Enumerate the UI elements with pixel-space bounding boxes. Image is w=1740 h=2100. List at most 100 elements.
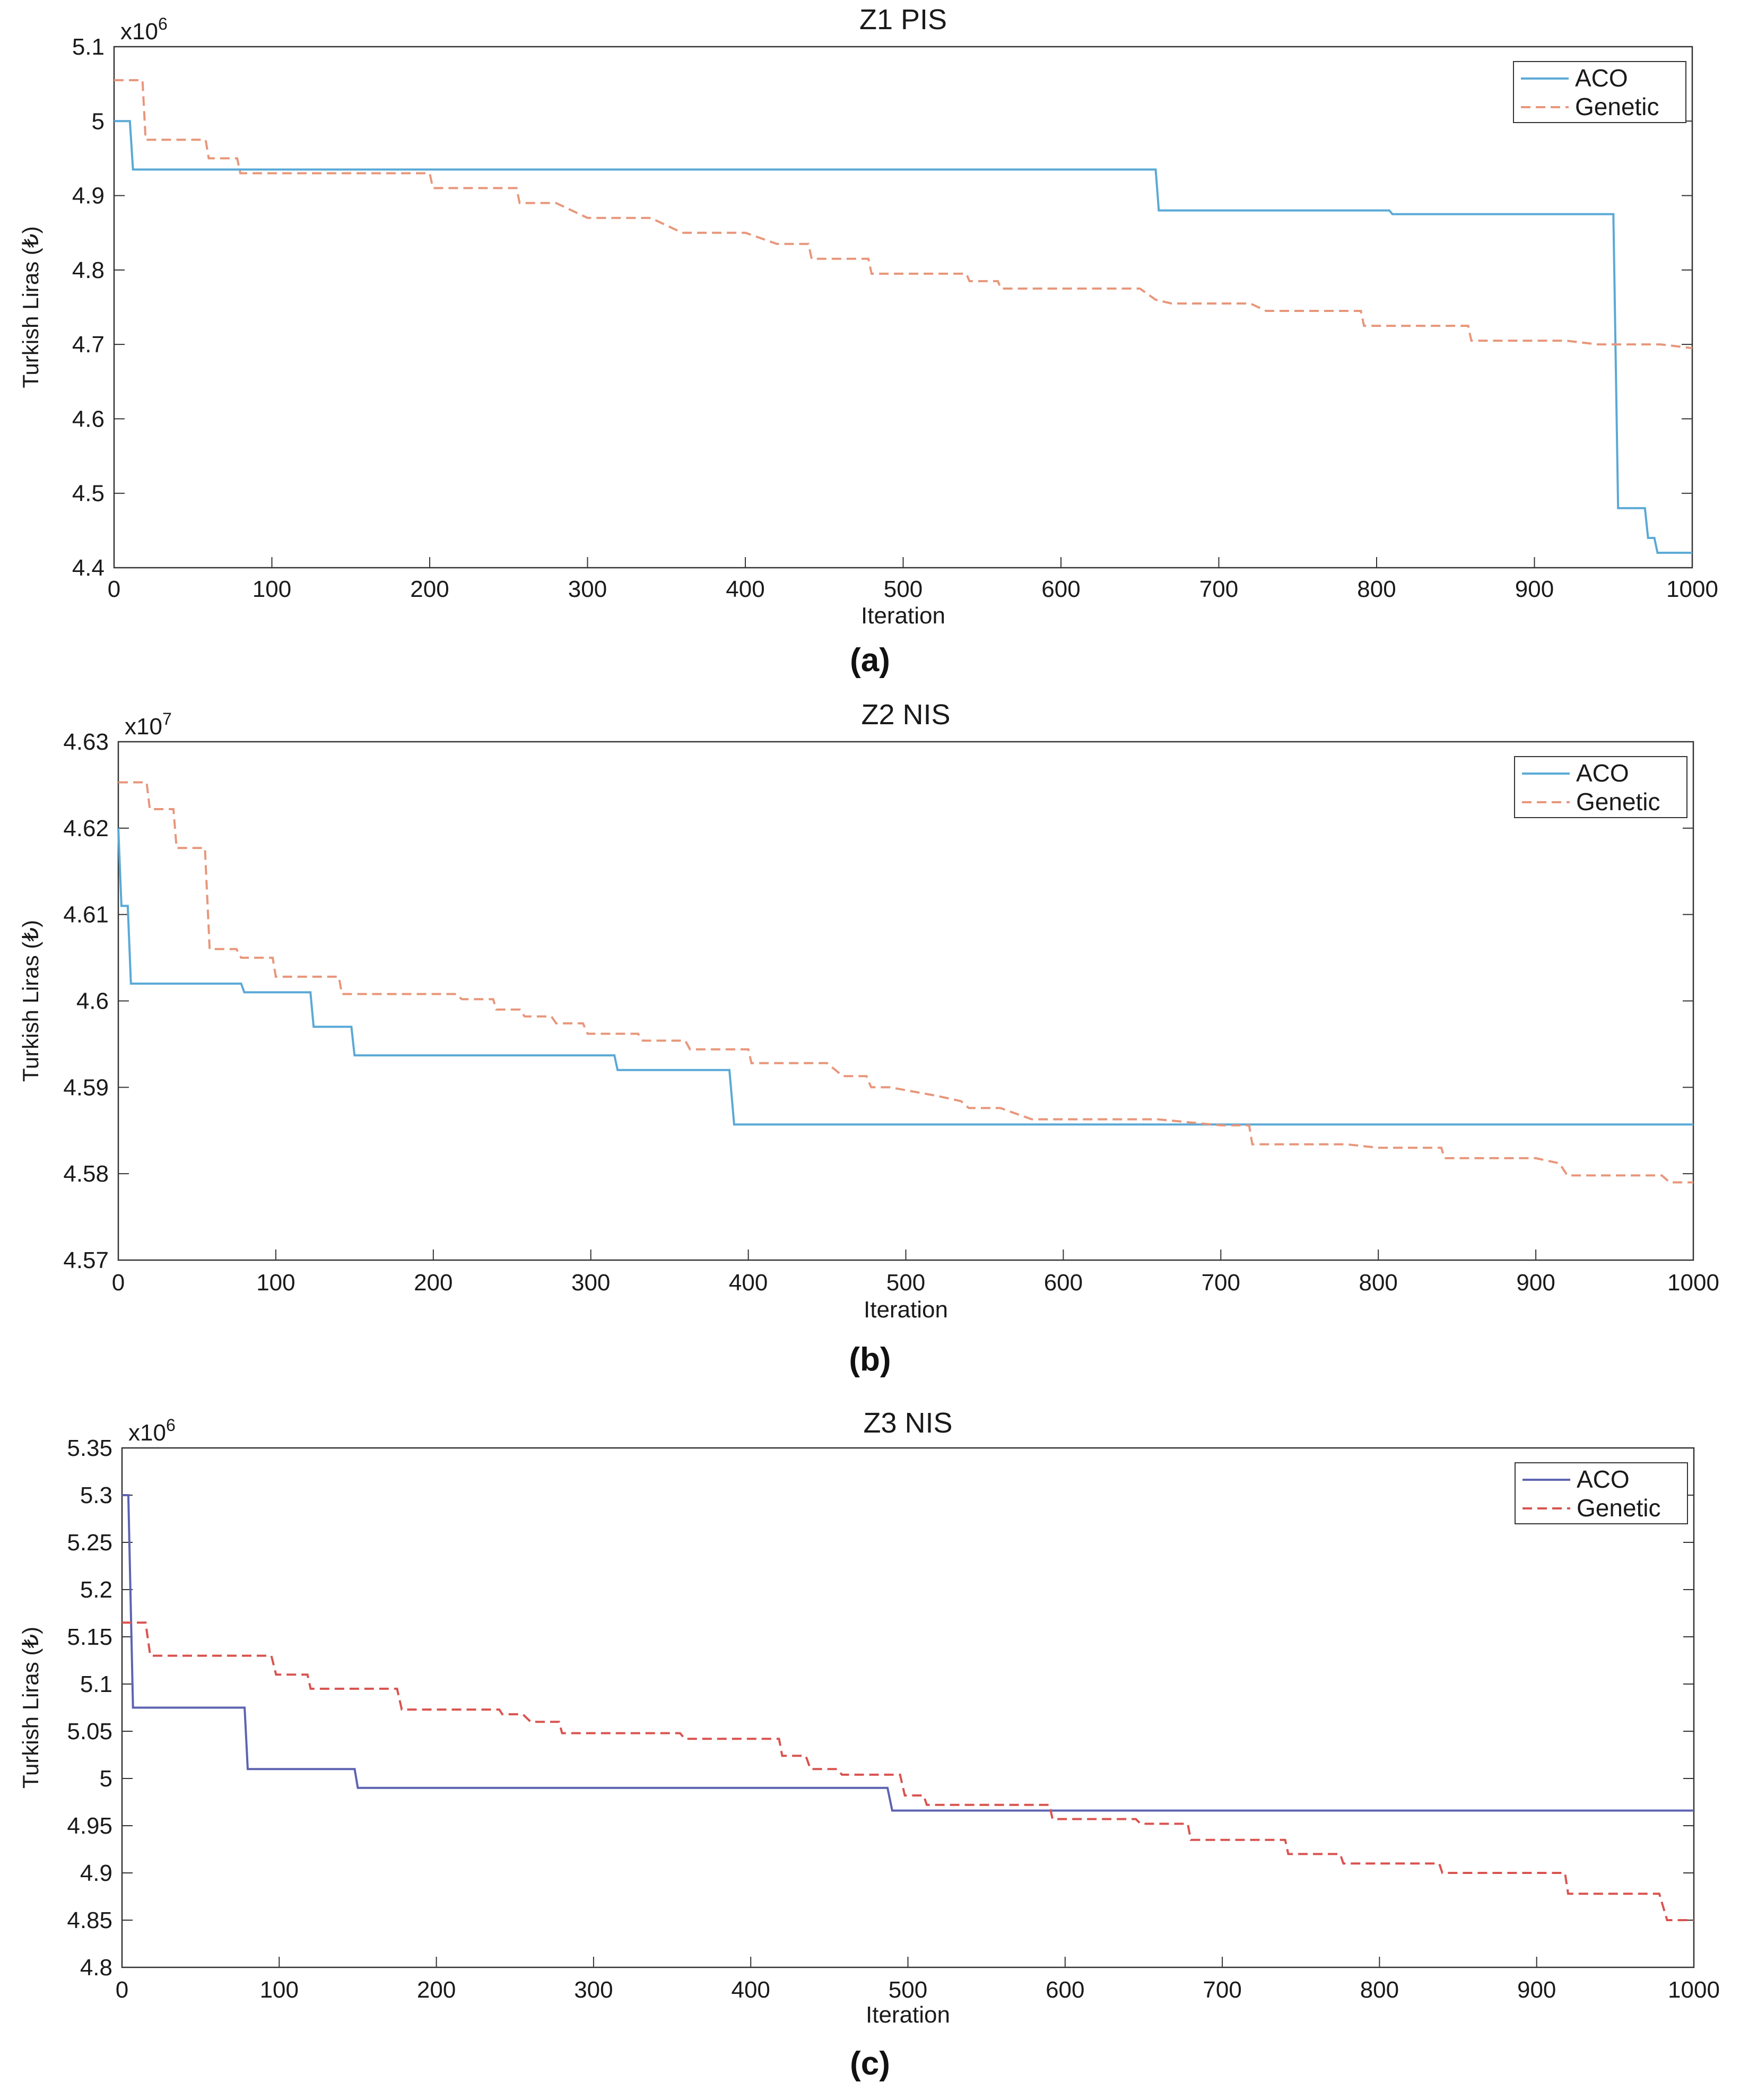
- axis-exponent: x107: [125, 709, 172, 740]
- x-tick-label: 900: [1515, 576, 1554, 602]
- x-tick-label: 200: [417, 1977, 456, 2003]
- y-axis-label: Turkish Liras (₺): [18, 1627, 43, 1789]
- x-axis-label: Iteration: [864, 1297, 948, 1323]
- series-line-genetic: [122, 1621, 1694, 1921]
- x-axis-label: Iteration: [861, 603, 945, 629]
- y-tick-label: 4.95: [67, 1813, 112, 1839]
- x-tick-label: 300: [574, 1977, 613, 2003]
- legend-label-genetic: Genetic: [1575, 93, 1659, 120]
- y-tick-label: 5: [92, 108, 105, 134]
- chart-panel-3: Z3 NISx1064.84.854.94.9555.055.15.155.25…: [18, 1407, 1720, 2082]
- x-tick-label: 1000: [1667, 1270, 1719, 1296]
- x-tick-label: 100: [260, 1977, 299, 2003]
- x-tick-label: 500: [889, 1977, 927, 2003]
- series-line-aco: [114, 120, 1692, 554]
- x-tick-label: 0: [108, 576, 120, 602]
- y-tick-label: 4.59: [63, 1074, 109, 1100]
- panel-label: (c): [850, 2045, 890, 2082]
- x-tick-label: 900: [1517, 1977, 1556, 2003]
- y-tick-label: 5.35: [67, 1435, 112, 1461]
- x-tick-label: 800: [1359, 1270, 1397, 1296]
- y-tick-label: 5.2: [80, 1577, 112, 1603]
- chart-panel-2: Z2 NIS x107 4.57 4.58 4.59 4.6 4.61 4.62 4.63 0 10…: [18, 699, 1719, 1378]
- series-line-aco: [122, 1494, 1694, 1812]
- y-tick-label: 4.4: [72, 555, 105, 581]
- series-line-genetic: [118, 781, 1693, 1184]
- axis-exponent: x106: [128, 1416, 176, 1446]
- legend-label-aco: ACO: [1576, 759, 1629, 787]
- x-tick-label: 800: [1360, 1977, 1399, 2003]
- y-tick-label: 5.15: [67, 1624, 112, 1650]
- y-tick-label: 4.85: [67, 1907, 112, 1933]
- axis-exponent-power: 7: [162, 709, 172, 728]
- chart-title: Z1 PIS: [859, 4, 947, 36]
- y-tick-label: 5.3: [80, 1482, 112, 1508]
- legend-label-genetic: Genetic: [1576, 788, 1660, 815]
- x-tick-label: 800: [1357, 576, 1396, 602]
- y-tick-label: 4.61: [63, 902, 109, 928]
- x-tick-label: 100: [256, 1270, 295, 1296]
- axis-exponent: x106: [120, 14, 168, 45]
- x-tick-label: 600: [1046, 1977, 1084, 2003]
- y-tick-label: 4.57: [63, 1247, 109, 1273]
- x-tick-label: 100: [253, 576, 291, 602]
- y-tick-label: 4.8: [72, 257, 105, 283]
- chart-title: Z2 NIS: [861, 699, 950, 731]
- y-tick-label: 5.1: [72, 34, 105, 60]
- legend: [1514, 756, 1687, 818]
- axis-exponent-power: 6: [158, 14, 168, 33]
- legend-label-aco: ACO: [1575, 64, 1628, 92]
- x-tick-label: 400: [729, 1270, 768, 1296]
- series-line-genetic: [114, 79, 1693, 350]
- plot-area: [117, 741, 1694, 1261]
- y-tick-label: 4.8: [80, 1955, 112, 1981]
- x-tick-label: 400: [726, 576, 764, 602]
- plot-area: [121, 1447, 1695, 1968]
- plot-area: [113, 46, 1693, 569]
- x-tick-label: 500: [886, 1270, 925, 1296]
- legend: [1513, 61, 1686, 123]
- x-tick-label: 400: [731, 1977, 770, 2003]
- panel-label: (b): [849, 1341, 891, 1378]
- y-tick-label: 5: [100, 1766, 112, 1792]
- chart-panel-1: Z1 PIS x106 4.4 4.5 4.6 4.7 4.8 4.9 5 5.1 0 100 200 3…: [18, 4, 1718, 679]
- x-tick-label: 300: [568, 576, 607, 602]
- x-tick-label: 700: [1203, 1977, 1241, 2003]
- x-tick-label: 500: [884, 576, 923, 602]
- legend: [1515, 1462, 1688, 1524]
- y-tick-label: 4.62: [63, 815, 109, 841]
- series-line-aco: [117, 828, 1693, 1126]
- y-tick-label: 5.25: [67, 1530, 112, 1556]
- x-tick-label: 1000: [1668, 1977, 1720, 2003]
- legend-label-aco: ACO: [1577, 1465, 1630, 1493]
- x-tick-label: 300: [571, 1270, 610, 1296]
- x-tick-label: 200: [414, 1270, 453, 1296]
- x-tick-label: 600: [1044, 1270, 1083, 1296]
- y-axis-label: Turkish Liras (₺): [18, 226, 43, 388]
- axis-exponent-power: 6: [166, 1416, 176, 1435]
- y-tick-label: 4.63: [63, 729, 109, 755]
- y-tick-label: 4.9: [80, 1860, 112, 1886]
- x-tick-label: 900: [1516, 1270, 1555, 1296]
- y-tick-label: 4.9: [72, 183, 105, 209]
- y-tick-label: 4.6: [76, 988, 109, 1014]
- y-axis-label: Turkish Liras (₺): [18, 920, 43, 1082]
- y-tick-label: 4.7: [72, 332, 105, 358]
- x-axis-label: Iteration: [866, 2002, 950, 2028]
- x-tick-label: 200: [410, 576, 449, 602]
- chart-title: Z3 NIS: [863, 1407, 952, 1439]
- x-tick-label: 600: [1041, 576, 1080, 602]
- x-tick-label: 0: [116, 1977, 128, 2003]
- y-tick-label: 5.1: [80, 1671, 112, 1697]
- y-tick-label: 4.5: [72, 481, 105, 507]
- y-tick-label: 4.58: [63, 1161, 109, 1187]
- y-tick-label: 5.05: [67, 1719, 112, 1745]
- x-tick-label: 0: [112, 1270, 125, 1296]
- panel-label: (a): [850, 642, 890, 679]
- x-tick-label: 700: [1199, 576, 1238, 602]
- y-tick-label: 4.6: [72, 406, 105, 432]
- x-tick-label: 1000: [1666, 576, 1718, 602]
- legend-label-genetic: Genetic: [1577, 1494, 1661, 1522]
- x-tick-label: 700: [1202, 1270, 1240, 1296]
